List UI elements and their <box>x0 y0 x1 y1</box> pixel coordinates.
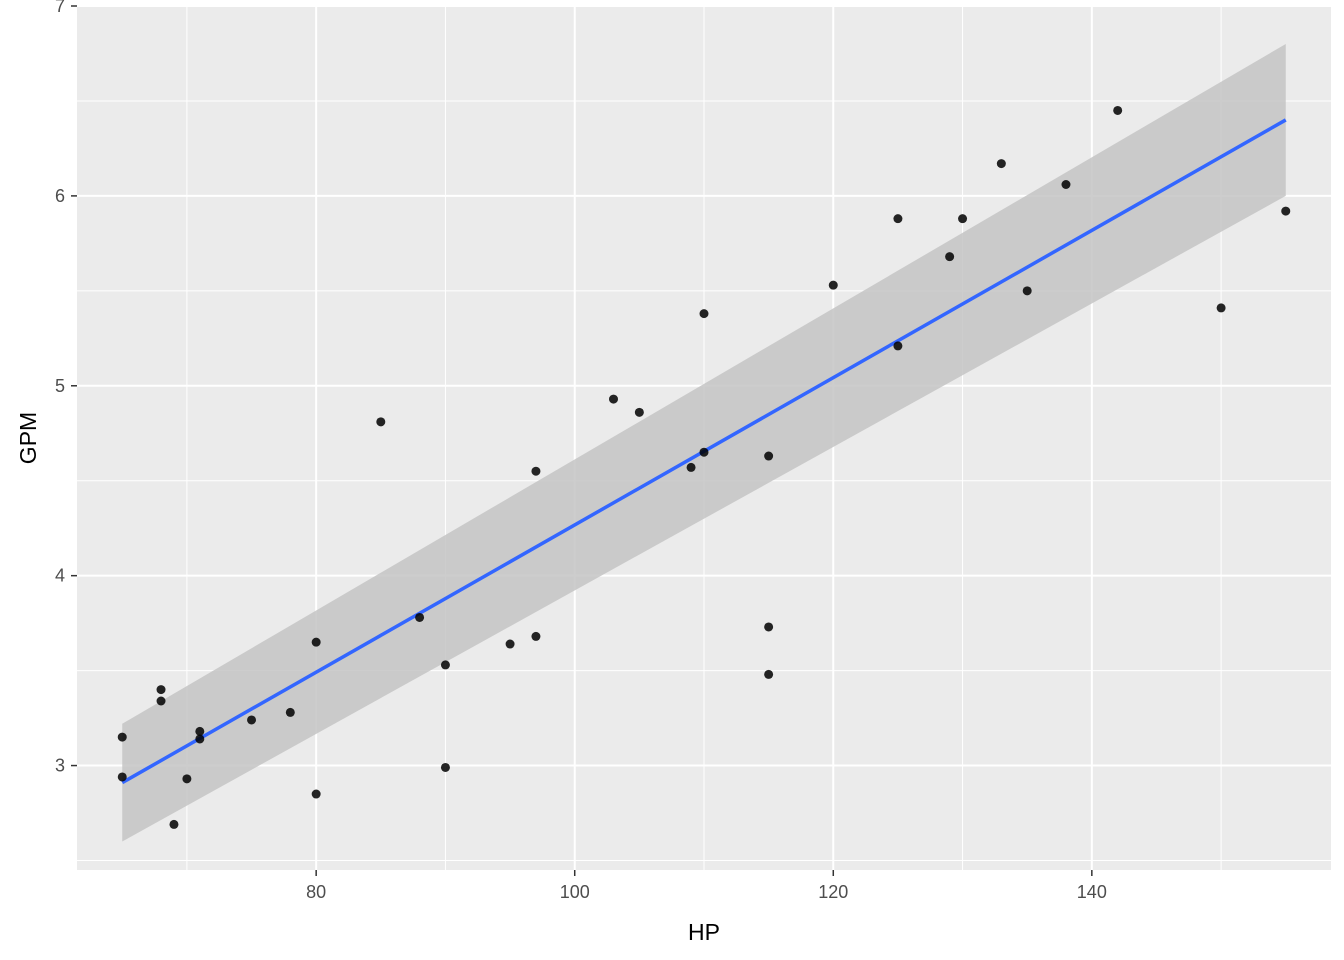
data-point <box>376 417 386 427</box>
data-point <box>505 639 515 649</box>
data-point <box>1281 206 1291 216</box>
data-point <box>311 637 321 647</box>
data-point <box>764 669 774 679</box>
y-tick-label: 4 <box>55 566 65 586</box>
data-point <box>156 685 166 695</box>
data-point <box>893 214 903 224</box>
axis-ticks <box>71 5 1093 876</box>
data-point <box>285 707 295 717</box>
data-point <box>440 762 450 772</box>
confidence-band-layer <box>122 43 1286 842</box>
data-point <box>699 447 709 457</box>
x-tick-label: 140 <box>1077 882 1107 902</box>
confidence-band <box>122 43 1286 842</box>
y-axis-title: GPM <box>15 412 41 464</box>
data-point <box>1022 286 1032 296</box>
y-tick-labels: 3 4 5 6 7 <box>55 0 65 776</box>
data-point <box>958 214 968 224</box>
x-tick-label: 100 <box>560 882 590 902</box>
data-point <box>415 612 425 622</box>
data-point <box>195 726 205 736</box>
data-point <box>247 715 257 725</box>
data-point <box>764 622 774 632</box>
data-point <box>169 819 179 829</box>
y-tick-label: 7 <box>55 0 65 16</box>
x-tick-label: 80 <box>306 882 326 902</box>
data-point <box>893 341 903 351</box>
data-point <box>531 631 541 641</box>
data-point <box>311 789 321 799</box>
x-axis-title: HP <box>688 919 720 945</box>
data-point <box>182 774 192 784</box>
data-point <box>609 394 619 404</box>
data-point <box>1216 303 1226 313</box>
data-point <box>764 451 774 461</box>
y-tick-label: 6 <box>55 186 65 206</box>
data-point <box>996 159 1006 169</box>
data-point <box>634 407 644 417</box>
data-point <box>117 772 127 782</box>
data-point <box>945 252 955 262</box>
data-point <box>531 466 541 476</box>
data-point <box>686 462 696 472</box>
data-point <box>440 660 450 670</box>
y-tick-label: 5 <box>55 376 65 396</box>
data-point <box>699 309 709 319</box>
x-tick-label: 120 <box>818 882 848 902</box>
data-point <box>828 280 838 290</box>
data-point <box>195 734 205 744</box>
data-point <box>117 732 127 742</box>
data-points <box>117 105 1291 829</box>
data-point <box>156 696 166 706</box>
data-point <box>1061 179 1071 189</box>
data-point <box>1113 105 1123 115</box>
x-tick-labels: 80 100 120 140 <box>306 882 1107 902</box>
y-tick-label: 3 <box>55 756 65 776</box>
